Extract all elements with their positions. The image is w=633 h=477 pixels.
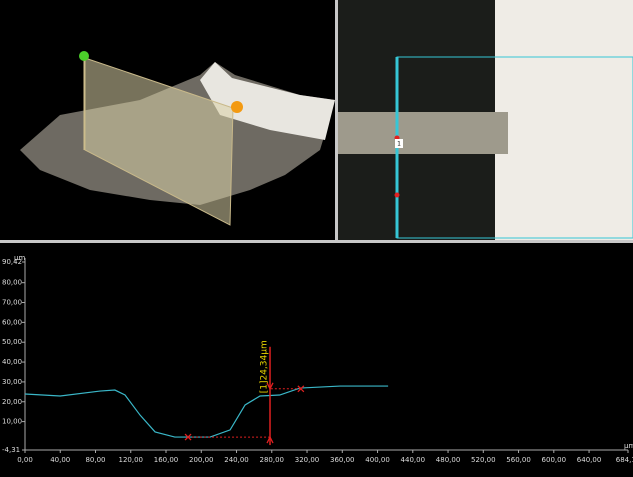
image-bright-area <box>495 0 633 240</box>
x-tick-label: 560,00 <box>506 456 531 464</box>
x-unit: µm <box>624 442 633 450</box>
divider <box>335 0 338 240</box>
divider <box>0 240 633 243</box>
y-tick-label: 50,00 <box>2 338 22 346</box>
marker-label: 1 <box>397 141 401 148</box>
microscope-view: 1 <box>338 0 633 240</box>
x-tick-label: 80,00 <box>85 456 105 464</box>
x-tick-label: 520,00 <box>471 456 496 464</box>
y-tick-label: 90,42 <box>2 258 22 266</box>
y-tick-label: 80,00 <box>2 279 22 287</box>
x-tick-label: 240,00 <box>224 456 249 464</box>
y-tick-label: 10,00 <box>2 418 22 426</box>
y-tick-label: 30,00 <box>2 378 22 386</box>
point-marker <box>395 193 400 198</box>
y-tick-label: 60,00 <box>2 318 22 326</box>
x-tick-label: 0,00 <box>17 456 33 464</box>
x-tick-label: 684,19 <box>616 456 633 464</box>
x-tick-label: 600,00 <box>542 456 567 464</box>
x-tick-label: 200,00 <box>189 456 214 464</box>
image-stripe <box>338 112 508 154</box>
x-tick-label: 480,00 <box>436 456 461 464</box>
x-tick-label: 40,00 <box>50 456 70 464</box>
x-tick-label: 320,00 <box>295 456 320 464</box>
x-tick-label: 640,00 <box>577 456 602 464</box>
y-tick-label: 20,00 <box>2 398 22 406</box>
orange-handle[interactable] <box>231 101 243 113</box>
measure-label: [1]24,34µm <box>260 340 270 393</box>
x-tick-label: 160,00 <box>154 456 179 464</box>
x-tick-label: 440,00 <box>401 456 426 464</box>
x-tick-label: 360,00 <box>330 456 355 464</box>
y-tick-label: -4,31 <box>2 446 20 454</box>
green-handle[interactable] <box>79 51 89 61</box>
3d-view <box>0 0 335 240</box>
x-tick-label: 400,00 <box>365 456 390 464</box>
app-window: 1 µm µm -4,3110,0020,0030,0040,0050,0060… <box>0 0 633 477</box>
y-tick-label: 70,00 <box>2 299 22 307</box>
x-tick-label: 120,00 <box>119 456 144 464</box>
y-tick-label: 40,00 <box>2 358 22 366</box>
x-tick-label: 280,00 <box>260 456 285 464</box>
